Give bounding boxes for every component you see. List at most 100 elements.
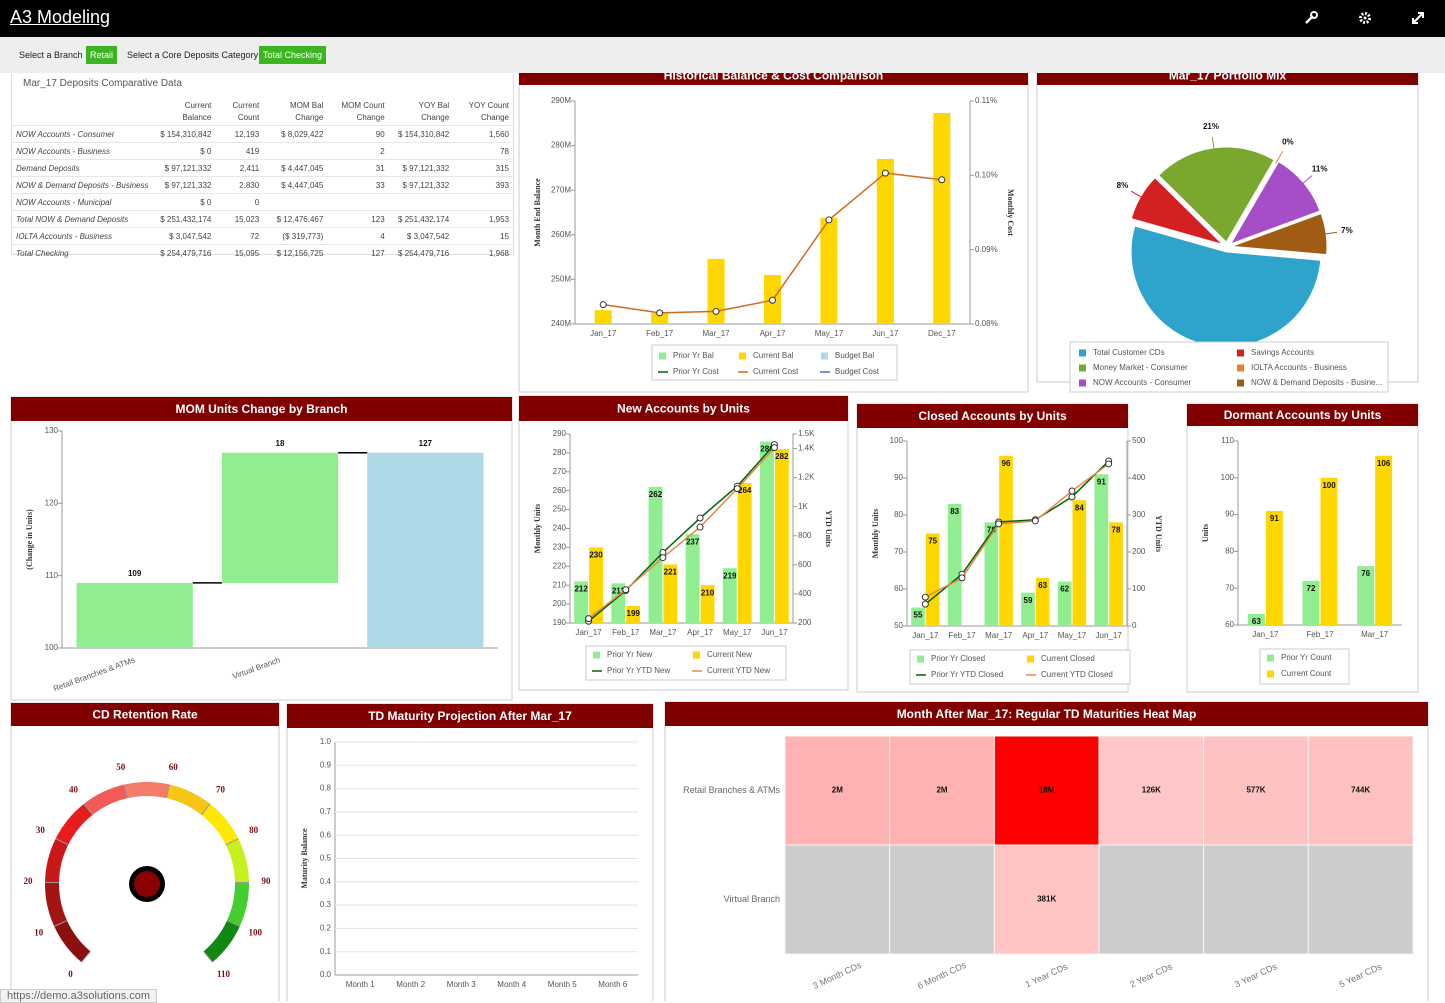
x-tick-label: Apr_17 [687, 628, 713, 637]
y-tick-label: 270M [551, 185, 571, 194]
legend-entry: Current Bal [753, 351, 794, 360]
table-cell: 12,193 [215, 126, 263, 143]
row-label: NOW Accounts - Consumer [12, 126, 153, 143]
legend-entry: Prior Yr Cost [673, 367, 719, 376]
line-marker [623, 587, 629, 593]
gauge-tick-label: 80 [249, 825, 259, 835]
data-label: 127 [419, 439, 433, 448]
table-cell: 1,968 [453, 245, 513, 262]
x-tick-label: Feb_17 [646, 329, 674, 338]
y-tick-label: 270 [553, 467, 567, 476]
x-tick-label: May_17 [723, 628, 752, 637]
gauge-tick-label: 10 [34, 927, 44, 937]
chart-title: MOM Units Change by Branch [175, 402, 347, 416]
x-tick-label: Jan_17 [575, 628, 602, 637]
filter-bar: Select a Branch Retail Select a Core Dep… [0, 37, 1445, 73]
x-tick-label: Jun_17 [761, 628, 788, 637]
chart-title: Dormant Accounts by Units [1224, 408, 1382, 422]
data-label: 106 [1377, 459, 1391, 468]
settings-wrench-icon[interactable] [1304, 11, 1318, 25]
legend-entry: Prior Yr YTD New [607, 666, 670, 675]
data-label: 72 [1307, 584, 1316, 593]
gauge-tick-label: 100 [248, 927, 262, 937]
data-label: 18 [276, 439, 285, 448]
data-label: 2M [832, 786, 843, 795]
legend-symbol [593, 652, 600, 659]
table-cell [263, 194, 327, 211]
table-cell: 2,411 [215, 160, 263, 177]
x-tick-label: Month 2 [396, 980, 425, 989]
table-cell: $ 254,479,716 [389, 245, 454, 262]
row-label: Virtual Branch [724, 894, 780, 904]
legend-entry: Current Count [1281, 669, 1332, 678]
bar [367, 453, 483, 648]
line-marker [996, 521, 1002, 527]
row-label: Demand Deposits [12, 160, 153, 177]
y-tick-label: 400 [798, 589, 812, 598]
y-tick-label: 0.1 [320, 947, 332, 956]
row-label: IOLTA Accounts - Business [12, 228, 153, 245]
bar [877, 159, 894, 324]
legend-symbol [1079, 380, 1086, 387]
table-cell: $ 97,121,332 [153, 177, 216, 194]
y-tick-label: 100 [890, 436, 904, 445]
data-label: 109 [128, 569, 142, 578]
chart-title: Closed Accounts by Units [918, 409, 1067, 423]
x-tick-label: Mar_17 [1361, 630, 1389, 639]
app-title[interactable]: A3 Modeling [10, 7, 110, 28]
category-select[interactable]: Total Checking [259, 46, 326, 64]
table-cell: 15 [453, 228, 513, 245]
gear-icon[interactable] [1358, 11, 1372, 25]
data-label: 83 [950, 507, 959, 516]
data-label: 75 [928, 537, 937, 546]
bar [1266, 511, 1283, 625]
bar [686, 534, 700, 623]
chart-panel [519, 66, 1028, 392]
table-cell: $ 3,047,542 [153, 228, 216, 245]
gauge-band [126, 789, 168, 791]
y-tick-label: 260M [551, 230, 571, 239]
gauge-tick-label: 90 [261, 876, 271, 886]
line-marker [1069, 494, 1075, 500]
axis-title: Units [1201, 524, 1210, 542]
table-cell: $ 97,121,332 [153, 160, 216, 177]
legend-symbol [693, 652, 700, 659]
y-tick-label: 0.3 [320, 900, 332, 909]
y-tick-label: 100 [1132, 584, 1146, 593]
legend-symbol [821, 353, 828, 360]
table-cell: 2 [327, 143, 388, 160]
data-label: 63 [1038, 581, 1047, 590]
bar [985, 522, 999, 626]
gauge-tick-label: 70 [216, 785, 226, 795]
axis-title: Monthly Units [871, 509, 880, 559]
table-cell: 78 [453, 143, 513, 160]
y-tick-label: 1.4K [798, 444, 815, 453]
data-label: 577K [1246, 786, 1265, 795]
y-tick-label: 90 [1225, 510, 1234, 519]
heat-cell [1308, 845, 1413, 954]
legend-entry: Prior Yr Count [1281, 653, 1332, 662]
legend-symbol [917, 656, 924, 663]
legend-entry: Budget Cost [835, 367, 880, 376]
y-tick-label: 290 [553, 429, 567, 438]
data-label: 237 [686, 537, 700, 546]
chart-title: New Accounts by Units [617, 402, 750, 416]
branch-select[interactable]: Retail [86, 46, 117, 64]
table-cell: $ 4,447,045 [263, 160, 327, 177]
table-cell [389, 194, 454, 211]
y-tick-label: 0 [1132, 621, 1137, 630]
table-cell: 1,953 [453, 211, 513, 228]
y-tick-label: 80 [894, 510, 903, 519]
row-label: Total Checking [12, 245, 153, 262]
heat-cell [890, 845, 995, 954]
category-label: Select a Core Deposits Category [127, 50, 258, 60]
gauge-tick-label: 40 [69, 785, 79, 795]
chart-title: Month After Mar_17: Regular TD Maturitie… [897, 707, 1197, 721]
fullscreen-icon[interactable] [1411, 11, 1425, 25]
table-cell: 31 [327, 160, 388, 177]
